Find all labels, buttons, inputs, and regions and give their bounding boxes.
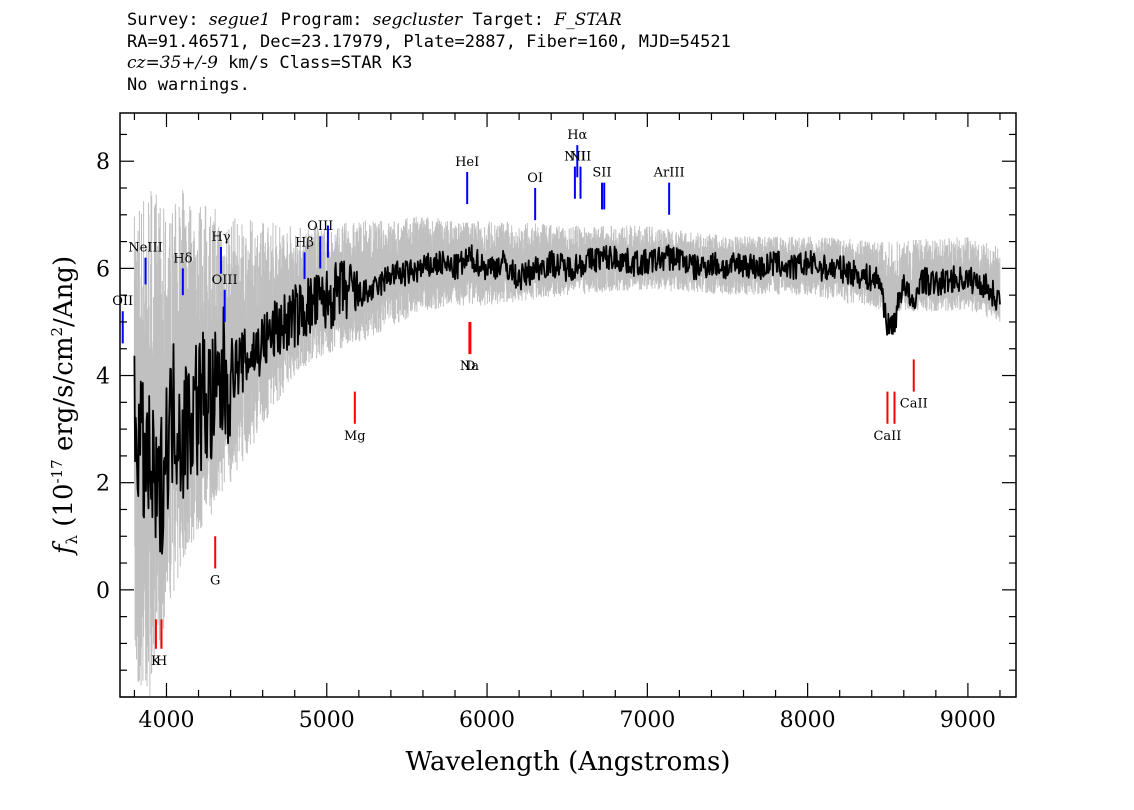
absorption-line-label: K xyxy=(151,654,161,669)
emission-line-label: NII xyxy=(570,150,592,165)
x-tick-label: 9000 xyxy=(940,708,996,733)
emission-line-label: Hβ xyxy=(295,235,314,250)
absorption-line-label: Mg xyxy=(344,429,366,444)
redshift-value: cz=35+/-9 xyxy=(127,53,218,73)
target-value: F_STAR xyxy=(554,10,622,30)
header-line-4: No warnings. xyxy=(127,74,250,95)
emission-line-label: NII xyxy=(564,150,586,165)
header-line-1: Survey: segue1 Program: segcluster Targe… xyxy=(127,10,731,32)
absorption-line-label: CaII xyxy=(873,429,901,444)
program-value: segcluster xyxy=(372,10,463,30)
x-tick-label: 4000 xyxy=(138,708,194,733)
survey-label: Survey: xyxy=(127,10,199,30)
emission-line-label: Hγ xyxy=(211,230,230,245)
y-tick-label: 2 xyxy=(96,472,110,497)
emission-line-label: Hα xyxy=(567,128,587,143)
header-line-3: cz=35+/-9 km/s Class=STAR K3 xyxy=(127,53,731,75)
emission-line-label: OIII xyxy=(307,219,333,234)
absorption-line-label: H xyxy=(156,654,167,669)
flux-series xyxy=(133,244,1001,555)
target-label: Target: xyxy=(472,10,545,30)
axis-tick-labels: 4000 5000 6000 7000 8000 9000 0 2 4 6 8 xyxy=(96,150,996,733)
emission-line-label: HeI xyxy=(455,155,479,170)
x-tick-label: 6000 xyxy=(459,708,515,733)
emission-line-label: SII xyxy=(592,166,611,181)
header-line-2: RA=91.46571, Dec=23.17979, Plate=2887, F… xyxy=(127,31,731,52)
x-axis-label: Wavelength (Angstroms) xyxy=(406,747,731,777)
emission-line-label: OII xyxy=(112,294,133,309)
x-tick-label: 7000 xyxy=(619,708,675,733)
redshift-units: km/s xyxy=(228,53,270,73)
absorption-line-label: Na xyxy=(460,359,479,374)
x-tick-label: 8000 xyxy=(780,708,836,733)
absorption-line-label: G xyxy=(210,573,220,588)
emission-line-label: NeIII xyxy=(128,241,162,256)
emission-line-label: OI xyxy=(527,171,543,186)
emission-line-label: OIII xyxy=(212,273,238,288)
axis-ticks xyxy=(120,113,1016,698)
class-value: Class=STAR K3 xyxy=(279,53,413,73)
y-tick-label: 6 xyxy=(96,257,110,282)
x-tick-label: 5000 xyxy=(299,708,355,733)
y-axis-label-subscript: λ xyxy=(63,534,81,544)
y-tick-label: 8 xyxy=(96,150,110,175)
emission-line-label: ArIII xyxy=(653,166,685,181)
emission-line-label: Hδ xyxy=(173,251,192,266)
y-axis-label-suffix: /Ang) xyxy=(49,256,79,327)
y-axis-label-prefix: (10 xyxy=(49,483,79,535)
survey-value: segue1 xyxy=(208,10,271,30)
y-axis-label-middle: erg/s/cm xyxy=(49,337,79,460)
plot-frame xyxy=(119,112,1017,698)
plot-header: Survey: segue1 Program: segcluster Targe… xyxy=(127,10,731,96)
y-tick-label: 4 xyxy=(96,365,110,390)
program-label: Program: xyxy=(280,10,363,30)
absorption-line-label: CaII xyxy=(900,397,928,412)
y-axis-label-exponent: -17 xyxy=(48,459,66,483)
y-tick-label: 0 xyxy=(96,579,110,604)
flux-line xyxy=(133,244,1001,555)
absorption-line-label: D xyxy=(465,359,475,374)
y-axis-label-power: 2 xyxy=(48,327,66,337)
y-axis-label: fλ (10-17 erg/s/cm2/Ang) xyxy=(48,256,81,556)
